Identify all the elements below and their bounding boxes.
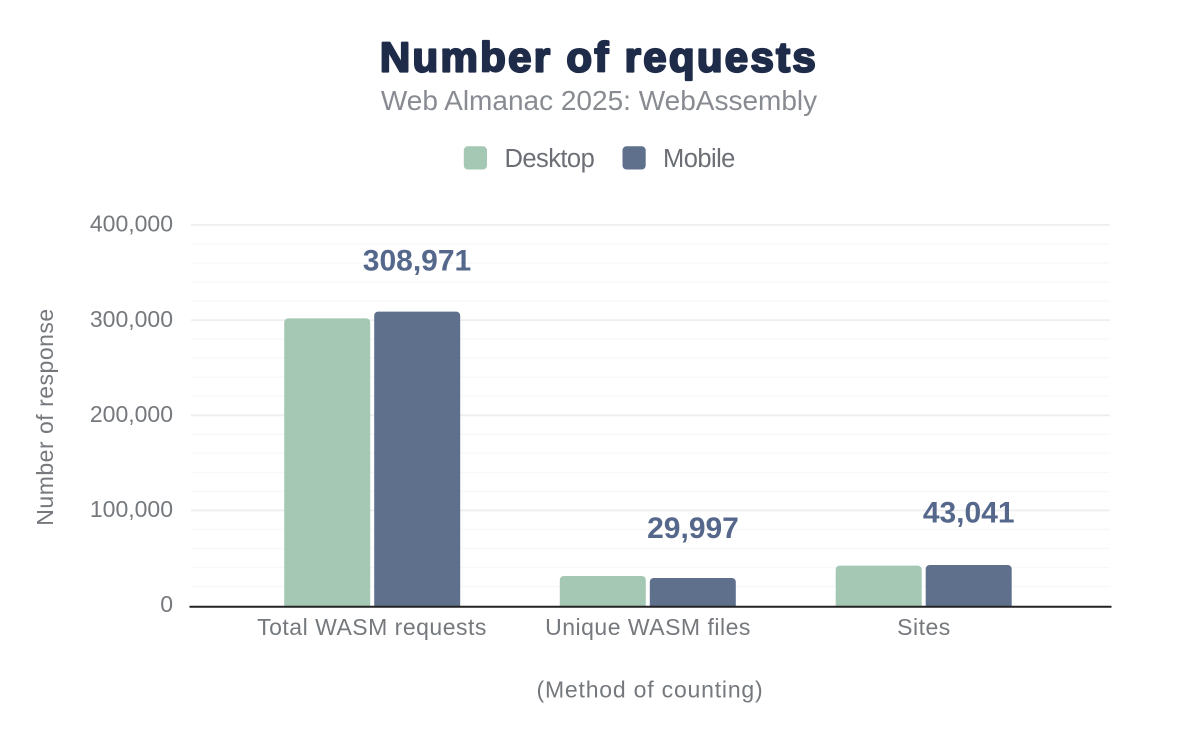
svg-text:100,000: 100,000 bbox=[90, 496, 173, 522]
svg-text:Desktop: Desktop bbox=[505, 145, 595, 173]
svg-text:0: 0 bbox=[160, 591, 173, 617]
svg-text:(Method of counting): (Method of counting) bbox=[537, 677, 764, 703]
svg-text:43,041: 43,041 bbox=[923, 497, 1015, 530]
svg-text:Web Almanac 2025: WebAssembly: Web Almanac 2025: WebAssembly bbox=[381, 85, 817, 116]
svg-text:300,000: 300,000 bbox=[90, 306, 173, 332]
svg-text:Number of response: Number of response bbox=[32, 308, 58, 525]
svg-text:308,971: 308,971 bbox=[363, 245, 471, 278]
svg-text:200,000: 200,000 bbox=[90, 401, 173, 427]
svg-text:Sites: Sites bbox=[897, 614, 951, 640]
svg-text:400,000: 400,000 bbox=[90, 211, 173, 237]
svg-text:Unique WASM files: Unique WASM files bbox=[545, 614, 751, 640]
svg-text:Total WASM requests: Total WASM requests bbox=[257, 614, 487, 640]
svg-text:Mobile: Mobile bbox=[663, 145, 735, 173]
svg-text:Number of requests: Number of requests bbox=[380, 34, 818, 81]
svg-text:29,997: 29,997 bbox=[647, 512, 739, 545]
